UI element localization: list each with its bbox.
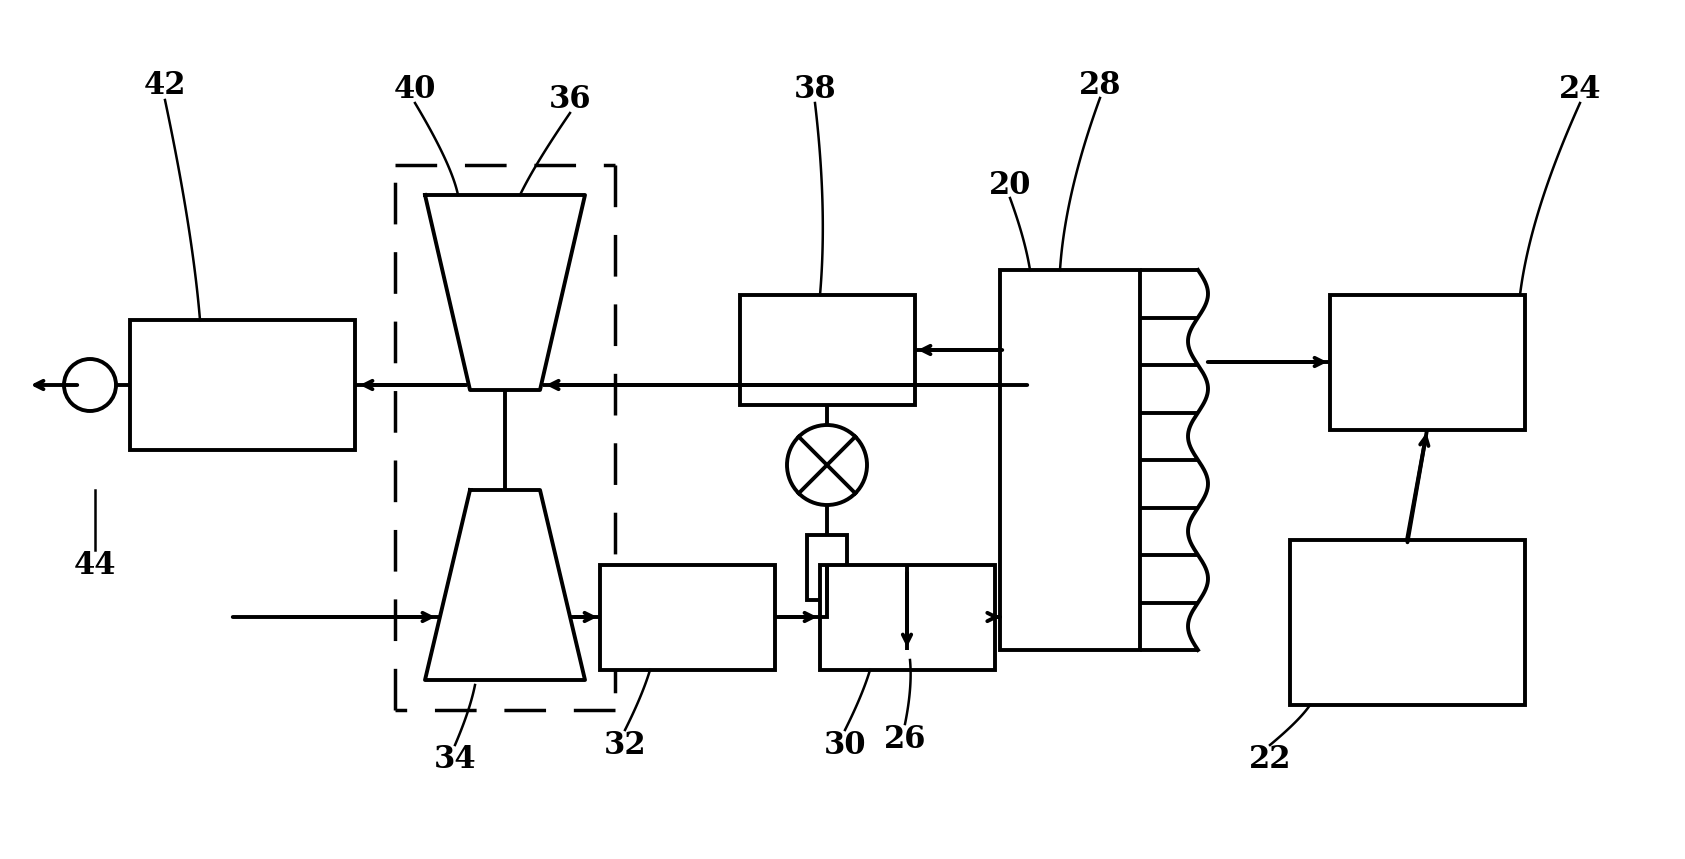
Polygon shape (425, 490, 585, 680)
Text: 34: 34 (433, 745, 477, 776)
Text: 24: 24 (1559, 75, 1601, 106)
Bar (821, 565, 996, 670)
Polygon shape (425, 195, 585, 390)
Text: 44: 44 (74, 550, 116, 581)
Bar (1329, 295, 1525, 430)
Text: 40: 40 (394, 75, 436, 106)
Text: 20: 20 (989, 169, 1031, 200)
Text: 36: 36 (549, 84, 591, 115)
Text: 26: 26 (885, 724, 927, 756)
Bar (1291, 540, 1525, 705)
Bar (600, 565, 775, 670)
Bar (999, 270, 1141, 650)
Bar (740, 295, 915, 405)
Text: 30: 30 (824, 729, 866, 760)
Bar (807, 535, 848, 600)
Text: 32: 32 (603, 729, 647, 760)
Text: 42: 42 (143, 70, 187, 101)
Bar (130, 320, 356, 450)
Text: 22: 22 (1249, 745, 1291, 776)
Text: 38: 38 (794, 75, 836, 106)
Text: 28: 28 (1078, 70, 1121, 101)
